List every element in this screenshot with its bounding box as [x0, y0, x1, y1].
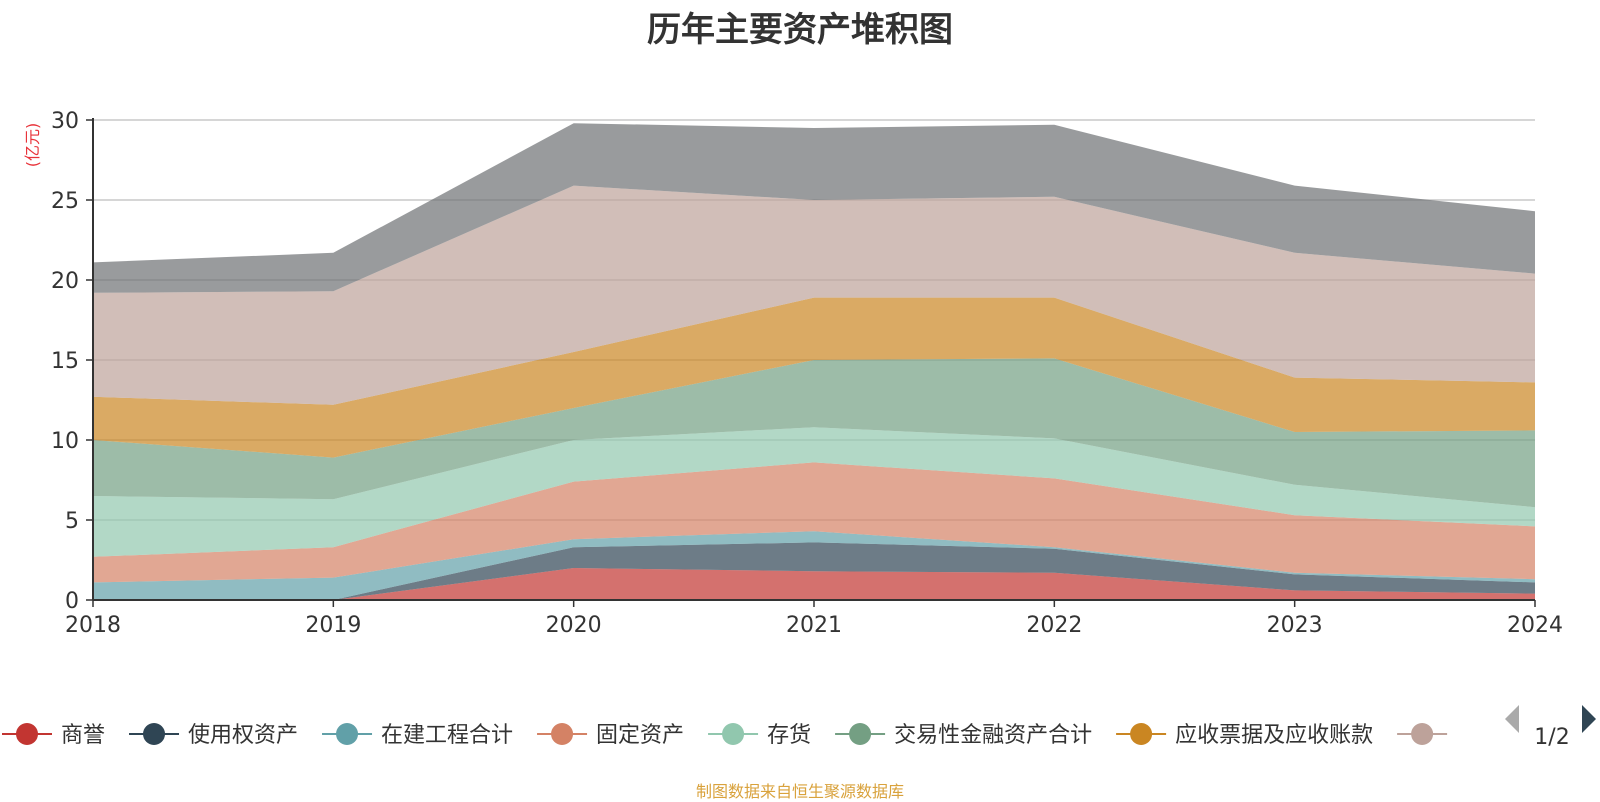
chevron-left-icon[interactable] [1505, 705, 1519, 733]
area-series-6[interactable] [93, 358, 1535, 508]
legend-item[interactable]: 商誉 [2, 723, 105, 748]
legend-marker [336, 723, 359, 745]
chart-title: 历年主要资产堆积图 [647, 10, 953, 50]
x-tick-label: 2024 [1507, 613, 1563, 638]
legend-label: 商誉 [61, 723, 105, 748]
legend-label: 应收票据及应收账款 [1175, 723, 1373, 748]
area-series-3[interactable] [93, 531, 1535, 600]
y-unit-label: (亿元) [23, 123, 42, 168]
legend-item[interactable]: 固定资产 [537, 723, 684, 748]
legend-item[interactable]: 使用权资产 [129, 723, 298, 748]
legend-marker [1411, 723, 1434, 745]
legend-item-truncated[interactable] [1397, 723, 1448, 745]
y-tick-label: 25 [51, 189, 79, 214]
data-source-note: 制图数据来自恒生聚源数据库 [695, 782, 904, 801]
area-series-5[interactable] [93, 427, 1535, 557]
x-tick-label: 2023 [1267, 613, 1323, 638]
legend-item[interactable]: 存货 [708, 723, 811, 748]
legend-item[interactable]: 应收票据及应收账款 [1116, 723, 1373, 748]
legend-marker [1130, 723, 1153, 745]
legend-marker [16, 723, 38, 745]
x-tick-label: 2022 [1026, 613, 1082, 638]
legend-page-indicator: 1/2 [1534, 725, 1569, 750]
legend-prev-button[interactable] [1505, 705, 1519, 733]
legend-label: 使用权资产 [188, 723, 298, 748]
legend-next-button[interactable] [1582, 705, 1596, 733]
y-tick-label: 5 [65, 509, 79, 534]
area-series-8[interactable] [93, 185, 1535, 405]
y-tick-label: 30 [51, 109, 79, 134]
legend: 商誉 使用权资产 在建工程合计 固定资产 存货 交易性金融资产合计 应收票据及应收账款 [2, 723, 1448, 748]
legend-label: 固定资产 [596, 723, 684, 748]
area-series-9[interactable] [93, 123, 1535, 293]
x-tick-label: 2021 [786, 613, 842, 638]
legend-marker [722, 723, 745, 745]
legend-label: 交易性金融资产合计 [894, 723, 1092, 748]
y-tick-label: 20 [51, 269, 79, 294]
area-series-1[interactable] [93, 568, 1535, 600]
legend-marker [551, 723, 574, 745]
legend-label: 存货 [767, 723, 811, 748]
x-tick-label: 2018 [65, 613, 121, 638]
y-tick-label: 10 [51, 429, 79, 454]
area-series-2[interactable] [93, 542, 1535, 600]
axes: 0 5 10 15 20 25 30 2018 2019 2020 2021 2022 2023 2024 [51, 109, 1563, 638]
y-tick-label: 0 [65, 589, 79, 614]
area-series-4[interactable] [93, 462, 1535, 583]
area-series [93, 123, 1535, 600]
legend-item[interactable]: 在建工程合计 [322, 723, 513, 748]
x-tick-label: 2019 [305, 613, 361, 638]
legend-label: 在建工程合计 [381, 723, 513, 748]
x-tick-label: 2020 [546, 613, 602, 638]
legend-marker [849, 723, 872, 745]
chevron-right-icon[interactable] [1582, 705, 1596, 733]
legend-item[interactable]: 交易性金融资产合计 [835, 723, 1092, 748]
legend-marker [143, 723, 166, 745]
y-tick-label: 15 [51, 349, 79, 374]
